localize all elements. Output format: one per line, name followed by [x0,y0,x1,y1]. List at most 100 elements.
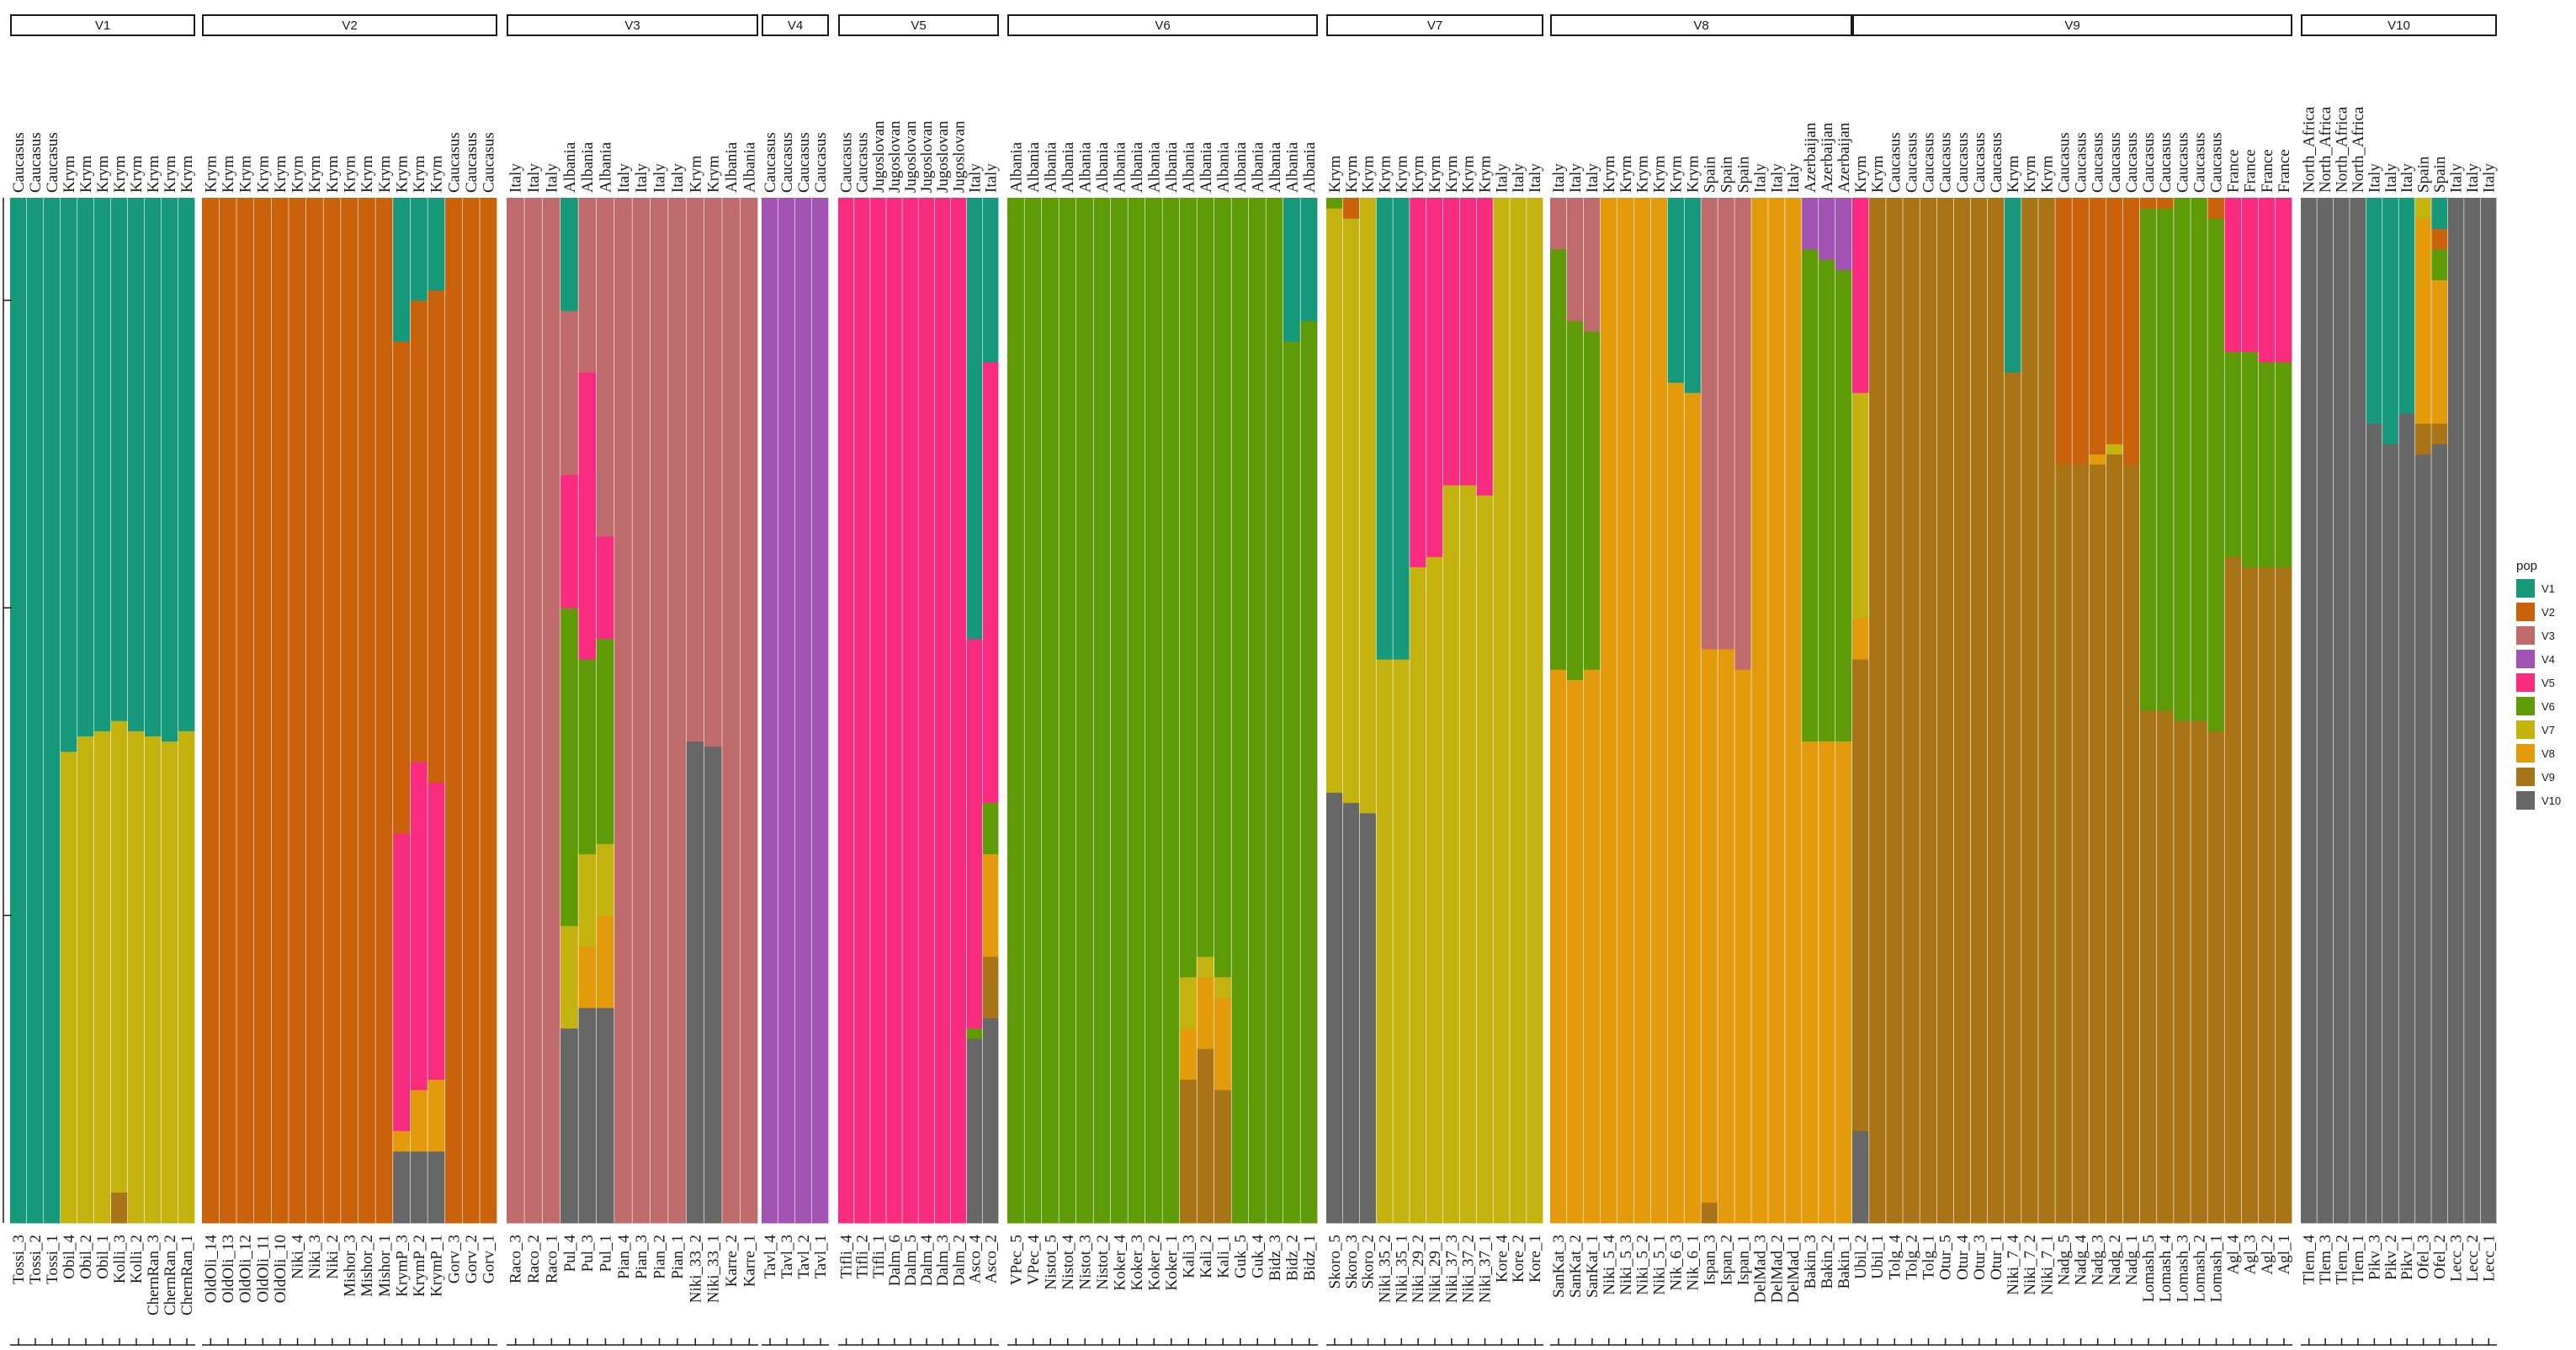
population-label: Italy [2480,163,2498,193]
bar-segment-v8 [1718,648,1735,1224]
bar-segment-v7 [1527,198,1543,1224]
sample-label: Nik_6_1 [1685,1235,1702,1291]
sample-label: Tavl_2 [795,1235,813,1279]
bar-segment-v1 [1667,198,1685,383]
bar-segment-v5 [950,198,967,1224]
population-label: Krym [376,155,394,193]
population-label: Italy [1751,163,1769,193]
bar-segment-v1 [982,198,999,363]
sample-label: Nadg_3 [2090,1235,2107,1285]
bar: North_Africa Tlem_3 [2317,106,2334,1345]
sample-label: Niki_33_1 [705,1235,723,1303]
bar-segment-v7 [1376,659,1394,1224]
legend-item-v4: V4 [2516,650,2555,668]
bar-segment-v6 [1214,198,1232,978]
legend-label: V2 [2541,606,2555,619]
legend-swatch [2516,697,2535,715]
bar: Caucasus Gorv_1 [480,132,498,1345]
sample-label: Kolli_2 [128,1235,146,1284]
sample-label: Tlem_3 [2317,1235,2334,1284]
bar: Italy Lecc_1 [2480,163,2498,1345]
sample-label: SanKat_1 [1584,1235,1601,1298]
population-label: North_Africa [2301,106,2318,193]
bar-segment-v6 [966,1028,983,1039]
bar-segment-v4 [795,198,812,1224]
bar-segment-v10 [1359,812,1377,1224]
legend-item-v9: V9 [2516,768,2555,786]
panel-strip [10,14,195,36]
bar-segment-v7 [560,925,579,1029]
sample-label: Pul_3 [579,1235,597,1272]
population-label: Italy [651,163,669,193]
bar: Caucasus Nadg_3 [2089,132,2107,1345]
panel-strip [1852,14,2292,36]
facet-panels: V1CaucasusTossi_3CaucasusTossi_2Caucasus… [10,14,2498,1346]
bar-segment-v5 [886,198,903,1224]
sample-label: Tifli_2 [854,1235,872,1278]
bar: Caucasus Tossi_1 [44,132,61,1345]
bar-segment-v6 [1111,198,1129,1224]
sample-label: SanKat_2 [1567,1235,1585,1298]
bar: Jugoslovan Dalm_5 [902,120,920,1345]
population-label: Albania [1267,141,1284,193]
population-label: Krym [220,155,237,193]
panel-v3: V3ItalyRaco_3ItalyRaco_2ItalyRaco_1Alban… [507,14,759,1346]
population-label: Albania [1060,141,1077,193]
bar: Italy Pikv_3 [2366,163,2383,1345]
sample-label: Ubil_1 [1869,1235,1887,1279]
bar: Caucasus Nadg_2 [2106,132,2124,1345]
bar: Caucasus Tavl_4 [762,132,779,1345]
bar-segment-v2 [480,198,497,1224]
sample-label: Dalm_6 [886,1235,904,1286]
bar-segment-v10 [2317,198,2334,1224]
population-label: Caucasus [445,132,463,193]
bar: Spain Ispan_3 [1701,156,1718,1345]
population-label: Caucasus [1937,132,1955,193]
population-label: Italy [669,163,687,193]
sample-label: Pian_1 [669,1235,687,1279]
bar: Italy Kore_2 [1510,163,1527,1345]
population-label: Albania [1198,141,1215,193]
sample-label: OldOli_13 [220,1235,237,1303]
bar: North_Africa Tlem_4 [2301,106,2318,1345]
legend-swatch [2516,650,2535,668]
bar: Caucasus Otur_1 [1987,132,2005,1345]
bar-segment-v1 [1684,198,1702,393]
panel-strip-label: V3 [624,19,640,33]
sample-label: VPec_5 [1007,1235,1025,1285]
bar-segment-v9 [2139,710,2158,1224]
population-label: Krym [1410,155,1427,193]
population-label: Krym [1360,155,1378,193]
population-label: Krym [128,155,146,193]
bar-segment-v1 [162,198,178,742]
panel-v2: V2 Krym OldOli_14 Krym OldOli_13 Krym OldOli_1… [202,14,498,1346]
population-label: Krym [1443,155,1461,193]
bar: Albania Nistot_3 [1076,141,1094,1345]
sample-label: Bakin_3 [1802,1235,1819,1289]
population-label: Krym [1376,155,1394,193]
bar-segment-v7 [1426,556,1443,1224]
bar-segment-v7 [162,741,178,1224]
bar: France Agl_2 [2258,149,2276,1345]
panel-v6: V6 Albania VPec_5 Albania VPec_4 Albania Nisto… [1007,14,1319,1346]
legend-label: V9 [2541,771,2555,784]
bar-segment-v6 [1300,321,1318,1224]
bar-segment-v7 [1197,956,1214,978]
population-label: Caucasus [1971,132,1989,193]
bar: Albania Bidz_1 [1300,141,1319,1345]
legend-label: V8 [2541,747,2555,760]
sample-label: Kore_1 [1527,1235,1544,1283]
bar: Krym Niki_4 [289,155,307,1345]
population-label: Krym [687,155,704,193]
bar-segment-v1 [77,198,94,736]
bar-segment-v8 [1852,618,1870,660]
bar-segment-v3 [650,198,669,1224]
population-label: Italy [1584,163,1601,193]
bar-segment-v5 [393,833,411,1131]
bar-segment-v10 [686,741,704,1224]
bar-segment-v8 [1751,198,1769,1224]
bar: Krym Obil_2 [77,155,95,1345]
bar-segment-v6 [1128,198,1145,1224]
sample-label: Pikv_3 [2366,1235,2383,1280]
bar: North_Africa Tlem_1 [2350,106,2367,1345]
